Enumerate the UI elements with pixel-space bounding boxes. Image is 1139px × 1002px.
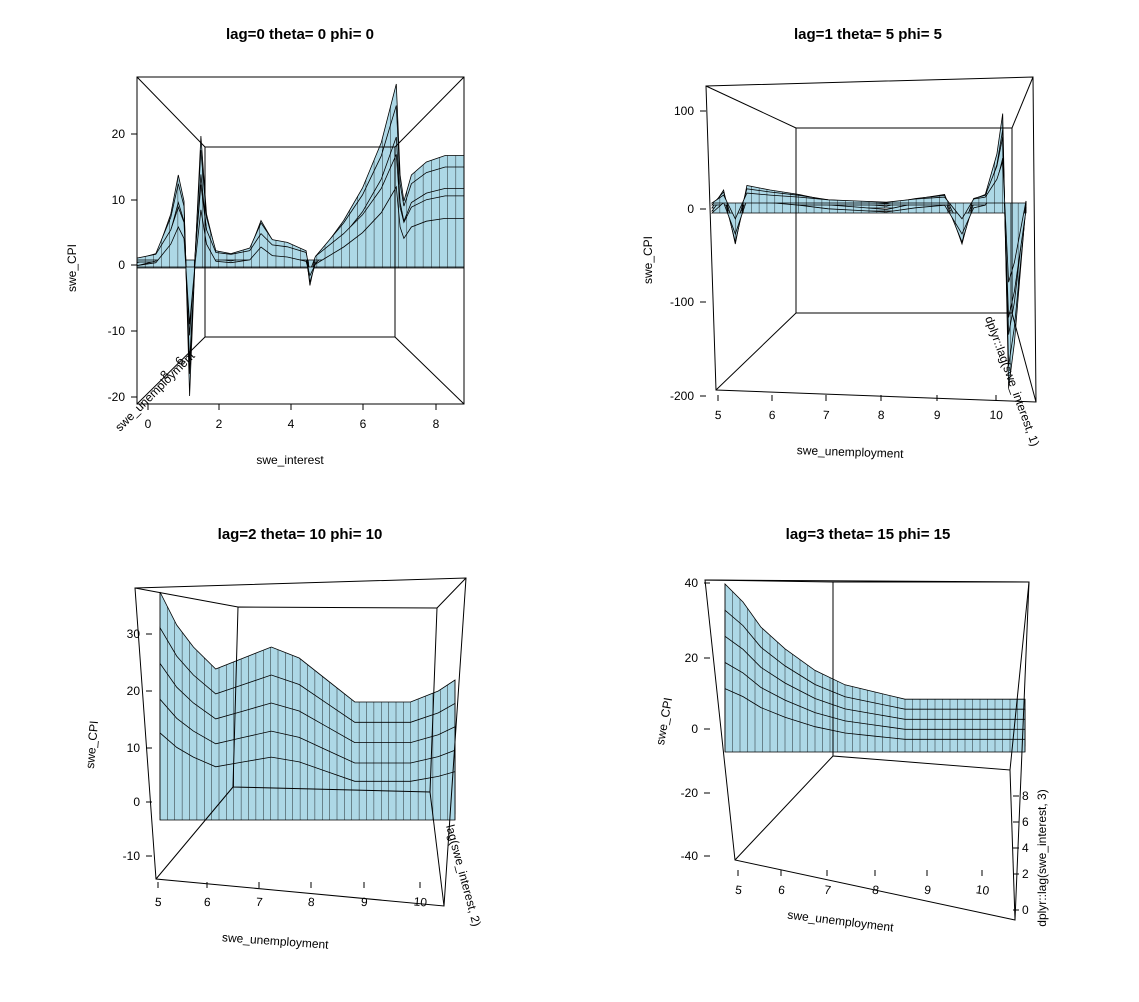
x-tick-label: 7	[823, 408, 831, 422]
x-tick-label: 6	[769, 408, 777, 422]
box-edge	[136, 336, 206, 405]
axis-label-y: swe_CPI	[65, 244, 79, 292]
axis-label-y: swe_CPI	[641, 236, 655, 284]
chart-title-lag2: lag=2 theta= 10 phi= 10	[217, 526, 383, 543]
chart-title-lag3: lag=3 theta= 15 phi= 15	[785, 526, 951, 543]
x-tick-label: 9	[923, 883, 932, 898]
axis-label-y: swe_CPI	[83, 720, 101, 769]
x-tick-label: 8	[871, 883, 880, 898]
box-edge	[1011, 312, 1037, 403]
x-tick-label: 7	[823, 883, 832, 898]
chart-title-lag1: lag=1 theta= 5 phi= 5	[794, 26, 942, 43]
y-tick-label: -20	[681, 786, 699, 800]
y-tick-label: 20	[127, 684, 141, 698]
x-tick-label: 10	[989, 408, 1003, 423]
plot-box-outer	[136, 76, 465, 405]
axis-label-x: swe_interest	[256, 453, 324, 467]
axis-label-y: swe_CPI	[653, 696, 675, 746]
x-tick-label: 4	[288, 417, 295, 431]
plot-box-inner	[795, 127, 1013, 314]
x-tick-label: 8	[307, 895, 315, 910]
y-tick-label: 100	[674, 104, 694, 118]
box-edge	[1009, 769, 1016, 921]
y-tick-label: 40	[685, 576, 699, 590]
x-tick-label: 10	[413, 894, 428, 909]
y-tick-label: 0	[691, 722, 698, 736]
x-tick-label: 6	[203, 895, 211, 910]
box-edge	[734, 755, 834, 861]
box-edge	[134, 587, 239, 608]
y-tick-label: 10	[112, 193, 126, 207]
box-edge	[1011, 76, 1034, 129]
depth-tick-label: 8	[1022, 789, 1029, 803]
box-edge	[715, 312, 797, 391]
y-tick-label: 0	[133, 795, 140, 809]
depth-tick-label: 6	[1022, 815, 1029, 829]
x-tick-label: 9	[934, 408, 942, 422]
y-tick-label: 30	[127, 627, 141, 641]
y-tick-label: -200	[670, 389, 694, 403]
x-tick-label: 6	[360, 417, 367, 431]
box-edge	[394, 76, 465, 148]
y-tick-label: -10	[123, 849, 141, 863]
box-edge	[436, 577, 467, 609]
box-edge	[429, 791, 445, 907]
box-edge	[705, 85, 797, 129]
x-tick-label: 9	[360, 895, 368, 910]
chart-title-lag0: lag=0 theta= 0 phi= 0	[226, 26, 374, 43]
x-tick-label: 2	[216, 417, 223, 431]
x-tick-label: 6	[777, 883, 786, 898]
x-tick-label: 7	[255, 895, 263, 910]
x-tick-label: 5	[734, 883, 743, 898]
x-tick-label: 5	[715, 408, 723, 422]
box-edge	[155, 786, 234, 880]
y-tick-label: 20	[685, 651, 699, 665]
y-tick-label: -20	[108, 390, 126, 404]
x-tick-label: 8	[878, 408, 886, 422]
y-tick-label: 20	[112, 127, 126, 141]
y-tick-label: -40	[681, 849, 699, 863]
x-tick-label: 10	[975, 882, 990, 898]
box-edge	[704, 579, 834, 583]
x-tick-label: 5	[154, 895, 162, 910]
y-tick-label: 0	[118, 258, 125, 272]
y-tick-label: -10	[108, 324, 126, 338]
y-tick-label: 0	[687, 202, 694, 216]
depth-tick-label: 4	[1022, 841, 1029, 855]
axis-label-depth: dplyr::lag(swe_interest, 3)	[1035, 789, 1049, 926]
box-edge	[394, 336, 465, 405]
depth-tick-label: 2	[1022, 867, 1029, 881]
axis-label-x: swe_unemployment	[787, 908, 895, 935]
plot-box-inner	[204, 146, 396, 338]
depth-tick-label: 0	[1022, 903, 1029, 917]
x-tick-label: 8	[433, 417, 440, 431]
box-edge	[136, 76, 206, 148]
x-tick-label: 0	[145, 417, 152, 431]
surface-slice	[711, 113, 1027, 389]
y-tick-label: -100	[670, 295, 694, 309]
axis-label-x: swe_unemployment	[797, 443, 905, 461]
y-tick-label: 10	[127, 741, 141, 755]
